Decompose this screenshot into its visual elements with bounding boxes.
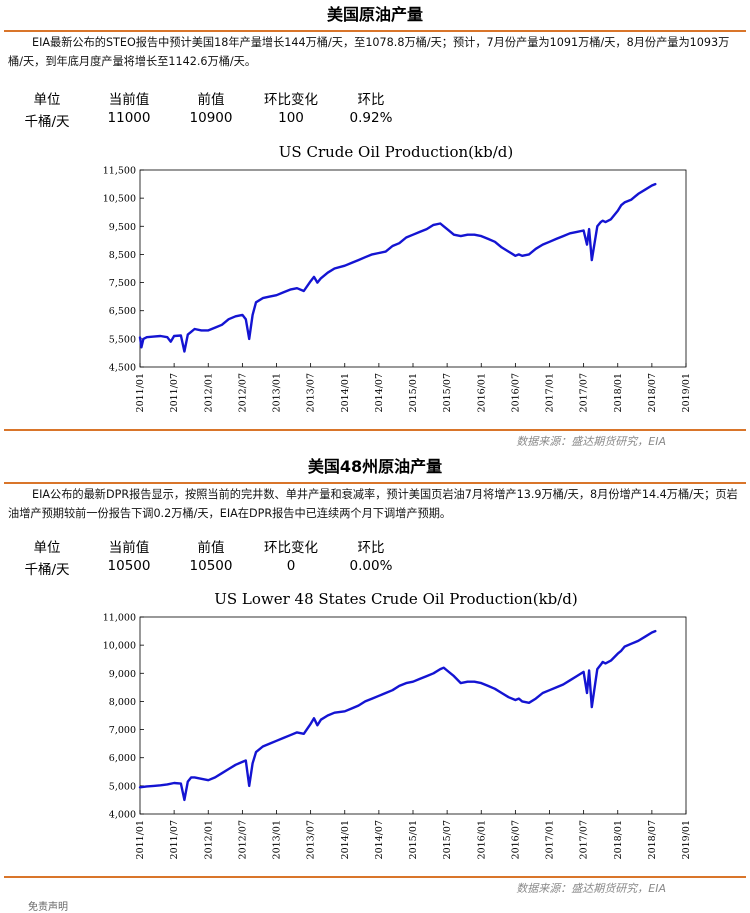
- x-tick-label: 2014/01: [340, 820, 351, 859]
- y-tick-label: 10,000: [103, 641, 136, 652]
- x-tick-label: 2014/07: [374, 373, 385, 412]
- x-tick-label: 2015/07: [442, 373, 453, 412]
- section-us-crude-production: 美国原油产量 EIA最新公布的STEO报告中预计美国18年产量增长144万桶/天…: [0, 0, 750, 448]
- value-change: 0: [286, 558, 296, 574]
- header-pct: 环比: [357, 92, 385, 108]
- header-pct: 环比: [357, 540, 385, 556]
- x-tick-label: 2018/01: [613, 820, 624, 859]
- series-line: [138, 182, 657, 353]
- y-tick-label: 11,500: [103, 166, 136, 177]
- y-tick-label: 6,000: [109, 753, 136, 764]
- x-tick-label: 2011/07: [169, 373, 180, 412]
- source-note: 数据来源：盛达期货研究，EIA: [516, 882, 666, 895]
- chart-title: US Lower 48 States Crude Oil Production(…: [214, 590, 578, 608]
- y-tick-label: 5,500: [109, 334, 136, 345]
- value-previous: 10500: [189, 558, 233, 574]
- x-tick-label: 2011/01: [135, 820, 146, 859]
- x-tick-label: 2017/07: [579, 820, 590, 859]
- metrics-header-row: 单位 当前值 前值 环比变化 环比: [0, 86, 420, 108]
- y-tick-label: 9,000: [109, 669, 136, 680]
- header-previous: 前值: [197, 92, 225, 108]
- metrics-table: 单位 当前值 前值 环比变化 环比 千桶/天 11000 10900 100 0…: [0, 86, 420, 130]
- x-tick-label: 2014/01: [340, 373, 351, 412]
- plot-frame: [139, 169, 687, 368]
- divider: [4, 876, 746, 878]
- x-tick-label: 2017/01: [545, 820, 556, 859]
- x-tick-label: 2013/01: [272, 373, 283, 412]
- header-change: 环比变化: [264, 540, 318, 556]
- y-tick-label: 7,500: [109, 278, 136, 289]
- header-previous: 前值: [197, 540, 225, 556]
- header-unit: 单位: [33, 92, 61, 108]
- source-note: 数据来源：盛达期货研究，EIA: [516, 435, 666, 448]
- x-tick-label: 2015/01: [408, 373, 419, 412]
- y-tick-label: 11,000: [103, 613, 136, 624]
- x-tick-label: 2016/07: [510, 820, 521, 859]
- x-tick-label: 2017/07: [579, 373, 590, 412]
- x-tick-label: 2019/01: [681, 820, 692, 859]
- header-unit: 单位: [33, 540, 61, 556]
- value-unit: 千桶/天: [24, 562, 70, 578]
- y-tick-label: 10,500: [103, 194, 136, 205]
- x-tick-label: 2012/07: [237, 820, 248, 859]
- y-tick-label: 4,000: [109, 810, 136, 821]
- section-description: EIA最新公布的STEO报告中预计美国18年产量增长144万桶/天，至1078.…: [8, 36, 730, 68]
- y-tick-label: 4,500: [109, 363, 136, 374]
- plot-frame: [139, 616, 687, 815]
- value-current: 10500: [107, 558, 151, 574]
- section-description: EIA公布的最新DPR报告显示，按照当前的完井数、单井产量和衰减率，预计美国页岩…: [8, 488, 738, 520]
- x-tick-label: 2018/07: [647, 373, 658, 412]
- value-change: 100: [278, 110, 304, 126]
- x-tick-label: 2013/07: [306, 820, 317, 859]
- y-tick-label: 5,000: [109, 781, 136, 792]
- x-tick-label: 2018/07: [647, 820, 658, 859]
- value-current: 11000: [107, 110, 151, 126]
- y-tick-label: 9,500: [109, 222, 136, 233]
- x-tick-label: 2015/01: [408, 820, 419, 859]
- header-change: 环比变化: [264, 92, 318, 108]
- metrics-value-row: 千桶/天 11000 10900 100 0.92%: [0, 108, 420, 130]
- header-current: 当前值: [108, 540, 150, 556]
- x-tick-label: 2019/01: [681, 373, 692, 412]
- x-tick-label: 2016/01: [476, 373, 487, 412]
- x-tick-label: 2011/01: [135, 373, 146, 412]
- x-tick-label: 2012/01: [203, 820, 214, 859]
- x-tick-label: 2015/07: [442, 820, 453, 859]
- y-tick-label: 6,500: [109, 306, 136, 317]
- x-tick-label: 2012/01: [203, 373, 214, 412]
- section-title: 美国48州原油产量: [307, 457, 443, 476]
- chart-lower48: US Lower 48 States Crude Oil Production(…: [96, 582, 696, 877]
- x-tick-label: 2013/01: [272, 820, 283, 859]
- chart-svg: US Crude Oil Production(kb/d) 4,500 5,500 6…: [103, 143, 692, 412]
- value-pct: 0.00%: [349, 558, 393, 574]
- metrics-table: 单位 当前值 前值 环比变化 环比 千桶/天 10500 10500 0 0.0…: [0, 534, 420, 578]
- x-tick-label: 2012/07: [237, 373, 248, 412]
- section-lower48-production: 美国48州原油产量 EIA公布的最新DPR报告显示，按照当前的完井数、单井产量和…: [0, 452, 750, 897]
- divider: [4, 30, 746, 32]
- x-tick-label: 2014/07: [374, 820, 385, 859]
- metrics-header-row: 单位 当前值 前值 环比变化 环比: [0, 534, 420, 556]
- value-previous: 10900: [189, 110, 233, 126]
- divider: [4, 482, 746, 484]
- chart-svg: US Lower 48 States Crude Oil Production(…: [103, 590, 692, 859]
- series-line: [138, 629, 657, 802]
- footer-fragment: 免责声明: [28, 902, 68, 913]
- x-tick-label: 2013/07: [306, 373, 317, 412]
- y-tick-label: 8,500: [109, 250, 136, 261]
- header-current: 当前值: [108, 92, 150, 108]
- x-tick-label: 2016/07: [510, 373, 521, 412]
- x-tick-label: 2017/01: [545, 373, 556, 412]
- metrics-value-row: 千桶/天 10500 10500 0 0.00%: [0, 556, 420, 578]
- y-tick-label: 8,000: [109, 697, 136, 708]
- chart-title: US Crude Oil Production(kb/d): [279, 143, 513, 161]
- x-tick-label: 2011/07: [169, 820, 180, 859]
- chart-us-crude: US Crude Oil Production(kb/d) 4,500 5,500 6…: [96, 135, 696, 430]
- section-title: 美国原油产量: [326, 5, 423, 24]
- divider: [4, 429, 746, 431]
- y-tick-label: 7,000: [109, 725, 136, 736]
- value-pct: 0.92%: [349, 110, 393, 126]
- value-unit: 千桶/天: [24, 114, 70, 130]
- x-tick-label: 2016/01: [476, 820, 487, 859]
- x-tick-label: 2018/01: [613, 373, 624, 412]
